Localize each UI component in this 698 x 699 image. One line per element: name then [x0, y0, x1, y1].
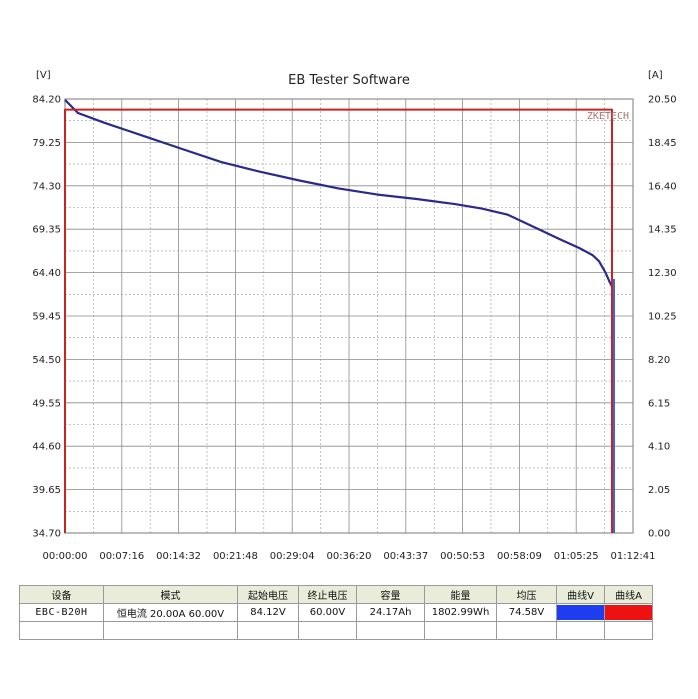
cell-capacity: 24.17Ah	[356, 603, 425, 622]
summary-table: 设备 模式 起始电压 终止电压 容量 能量 均压 曲线V 曲线A EBC-B20…	[19, 585, 653, 640]
table-row[interactable]: EBC-B20H 恒电流 20.00A 60.00V 84.12V 60.00V…	[19, 603, 653, 622]
x-tick-label: 01:05:25	[554, 551, 599, 562]
watermark: ZKETECH	[587, 111, 629, 122]
header-mode: 模式	[103, 585, 238, 604]
x-axis-ticks: 00:00:00 00:07:16 00:14:32 00:21:48 00:29:04…	[43, 551, 656, 562]
cell-curve-v-color[interactable]	[556, 603, 605, 622]
table-row-empty	[19, 621, 653, 640]
x-tick-label: 00:50:53	[440, 551, 485, 562]
x-tick-label: 00:00:00	[43, 551, 88, 562]
y-right-tick-label: 10.25	[648, 312, 677, 323]
y-right-tick-label: 2.05	[648, 485, 670, 496]
x-tick-label: 00:29:04	[270, 551, 315, 562]
y-right-tick-label: 6.15	[648, 398, 670, 409]
y-right-tick-label: 14.35	[648, 225, 677, 236]
y-right-tick-label: 8.20	[648, 355, 670, 366]
header-energy: 能量	[424, 585, 497, 604]
y-left-tick-label: 49.55	[32, 398, 61, 409]
y-left-tick-label: 74.30	[32, 181, 61, 192]
right-axis-unit: [A]	[648, 70, 663, 81]
y-left-tick-label: 54.50	[32, 355, 61, 366]
y-right-tick-label: 18.45	[648, 138, 677, 149]
x-tick-label: 00:58:09	[497, 551, 542, 562]
x-tick-label: 01:12:41	[611, 551, 656, 562]
cell-avg-voltage: 74.58V	[496, 603, 557, 622]
y-left-tick-label: 34.70	[32, 529, 61, 540]
current-line	[64, 108, 613, 533]
y-left-tick-label: 59.45	[32, 312, 61, 323]
gridlines	[64, 98, 634, 534]
cell-curve-a-color[interactable]	[604, 603, 653, 622]
header-avg-voltage: 均压	[496, 585, 557, 604]
cell-mode: 恒电流 20.00A 60.00V	[103, 603, 238, 622]
table-header-row: 设备 模式 起始电压 终止电压 容量 能量 均压 曲线V 曲线A	[19, 585, 653, 604]
x-tick-label: 00:21:48	[213, 551, 258, 562]
y-left-tick-label: 69.35	[32, 225, 61, 236]
x-tick-label: 00:36:20	[327, 551, 372, 562]
x-tick-label: 00:07:16	[99, 551, 144, 562]
y-right-tick-label: 16.40	[648, 181, 677, 192]
right-axis-ticks: 20.50 18.45 16.40 14.35 12.30 10.25 8.20 6.15 4.…	[648, 95, 677, 540]
cell-end-voltage: 60.00V	[298, 603, 357, 622]
left-axis-ticks: 84.20 79.25 74.30 69.35 64.40 59.45 54.50 49.55…	[32, 95, 61, 540]
series-lines	[64, 99, 616, 533]
left-axis-unit: [V]	[36, 70, 51, 81]
y-right-tick-label: 4.10	[648, 442, 670, 453]
voltage-line	[64, 99, 616, 317]
header-start-voltage: 起始电压	[237, 585, 299, 604]
header-capacity: 容量	[356, 585, 425, 604]
y-left-tick-label: 84.20	[32, 95, 61, 106]
cell-device: EBC-B20H	[19, 603, 104, 622]
discharge-chart: EB Tester Software [V] [A] 84.20 79.25 74.…	[32, 70, 677, 562]
curve-a-swatch[interactable]	[605, 605, 652, 620]
y-left-tick-label: 44.60	[32, 442, 61, 453]
header-curve-v: 曲线V	[556, 585, 605, 604]
y-right-tick-label: 0.00	[648, 529, 670, 540]
y-left-tick-label: 79.25	[32, 138, 61, 149]
header-curve-a: 曲线A	[604, 585, 653, 604]
header-end-voltage: 终止电压	[298, 585, 357, 604]
curve-v-swatch[interactable]	[557, 605, 604, 620]
cell-start-voltage: 84.12V	[237, 603, 299, 622]
y-right-tick-label: 20.50	[648, 95, 677, 106]
x-tick-label: 00:43:37	[383, 551, 428, 562]
y-left-tick-label: 39.65	[32, 485, 61, 496]
cell-energy: 1802.99Wh	[424, 603, 497, 622]
x-tick-label: 00:14:32	[156, 551, 201, 562]
chart-title: EB Tester Software	[288, 73, 410, 88]
y-left-tick-label: 64.40	[32, 268, 61, 279]
y-right-tick-label: 12.30	[648, 268, 677, 279]
header-device: 设备	[19, 585, 104, 604]
